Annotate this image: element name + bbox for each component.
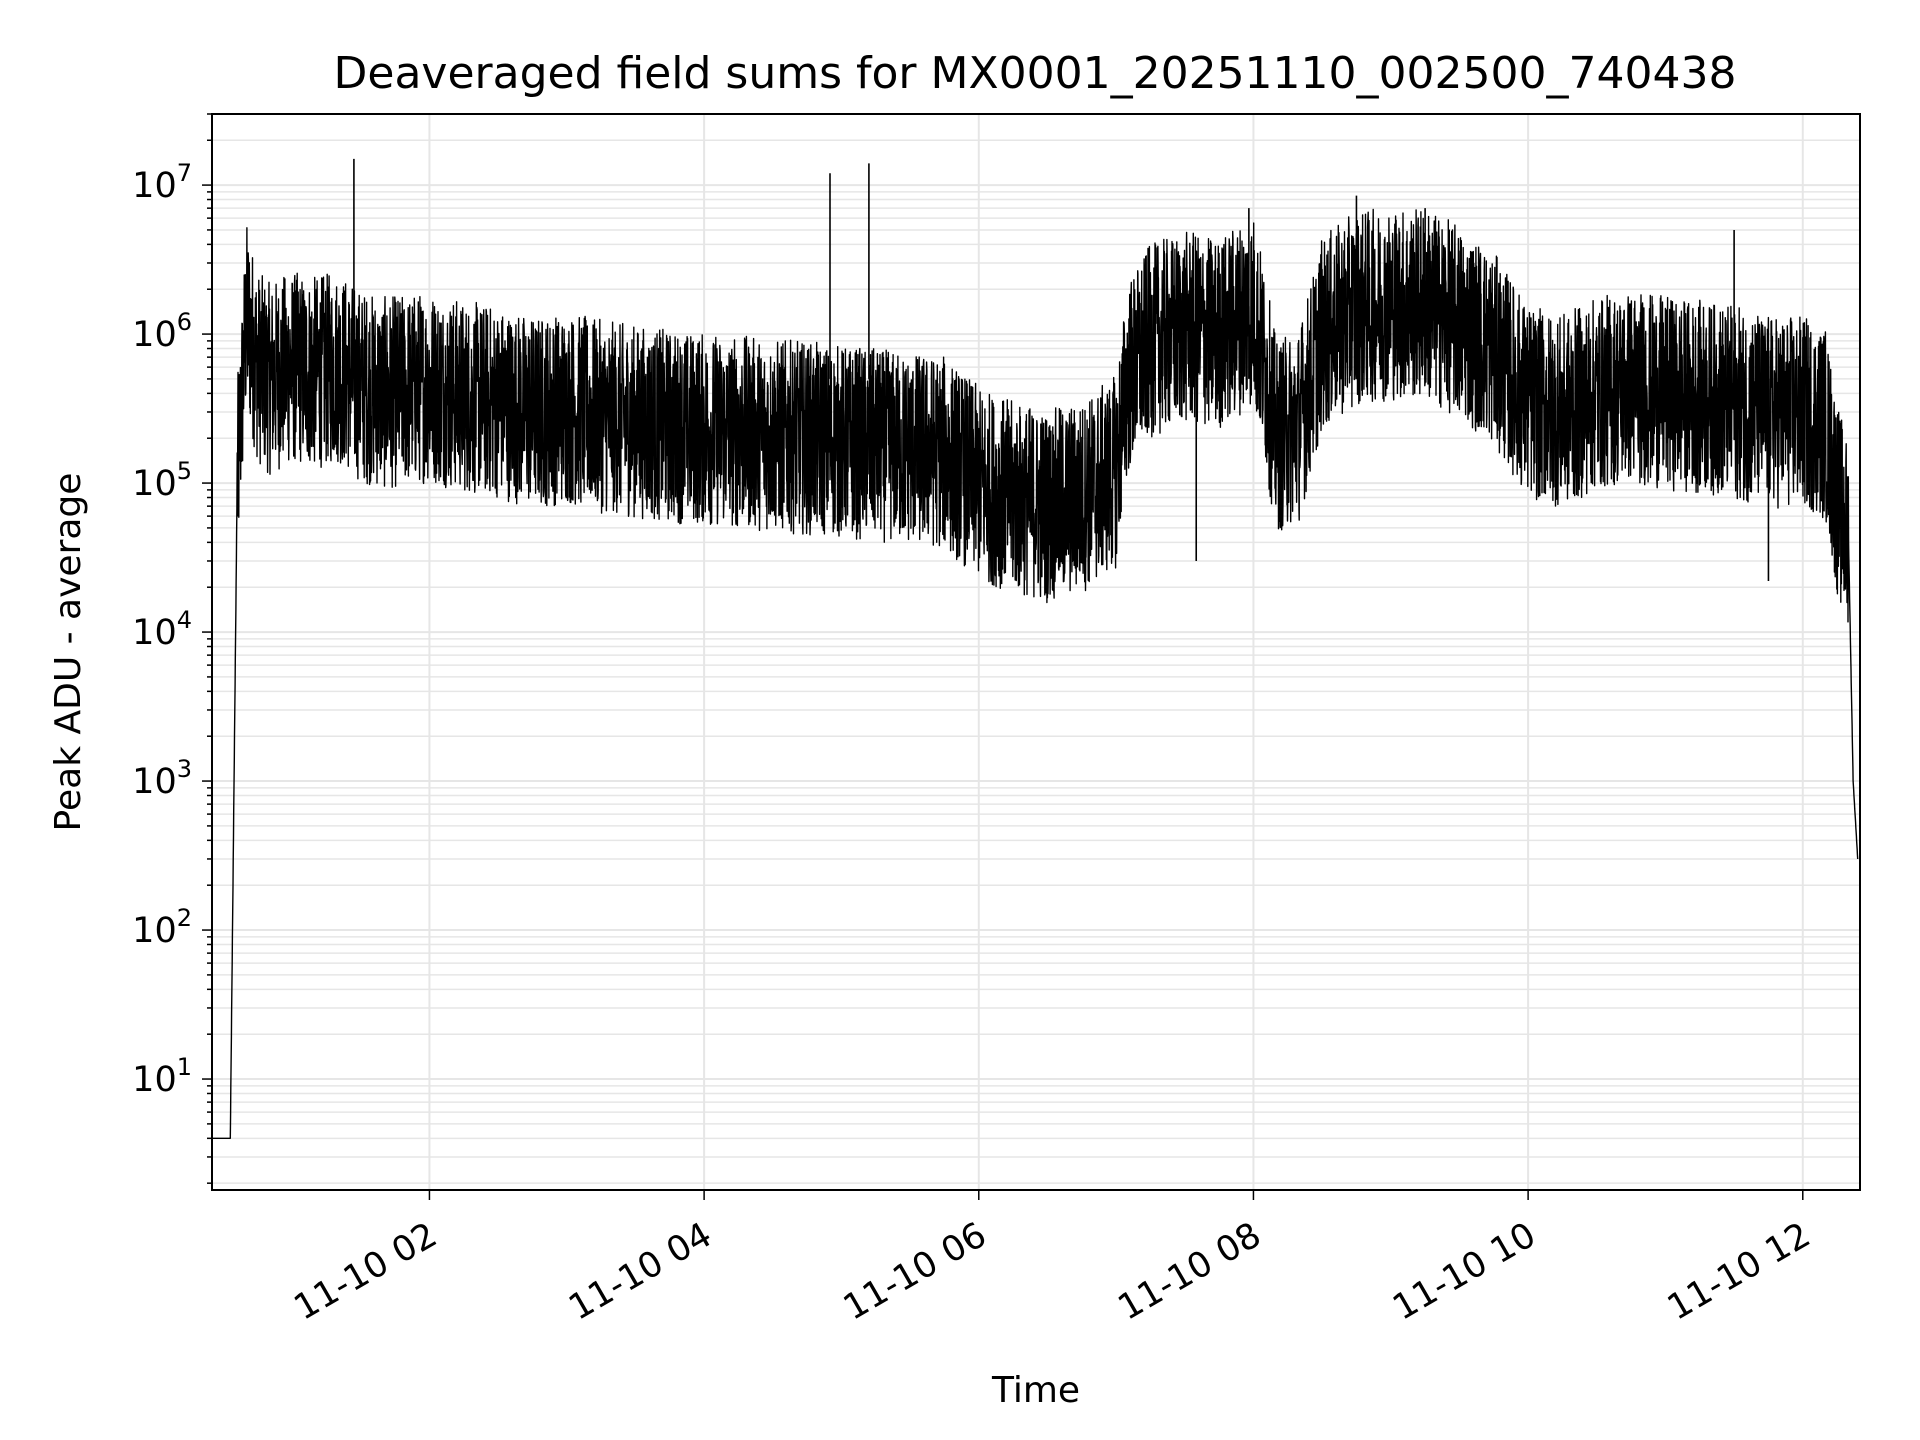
- y-tick-label: 104: [132, 606, 192, 653]
- y-tick-label: 105: [132, 457, 192, 504]
- series: [211, 158, 1859, 1139]
- y-axis: 101 102 103 104 105 106 107: [132, 113, 212, 1184]
- plot-area: [211, 113, 1861, 1191]
- y-tick-label: 101: [132, 1053, 192, 1100]
- y-tick-label: 106: [132, 308, 192, 355]
- y-tick-label: 102: [132, 904, 192, 951]
- grid: [212, 113, 1860, 1190]
- plot-frame: [211, 113, 1861, 1191]
- y-axis-label: Peak ADU - average: [48, 473, 89, 832]
- x-axis-label: Time: [991, 1370, 1080, 1411]
- y-tick-label: 103: [132, 755, 192, 802]
- series-line: [211, 208, 1859, 1139]
- plot-background: [212, 114, 1860, 1190]
- y-tick-label: 107: [132, 159, 192, 206]
- chart-title: Deaveraged field sums for MX0001_2025111…: [334, 48, 1737, 99]
